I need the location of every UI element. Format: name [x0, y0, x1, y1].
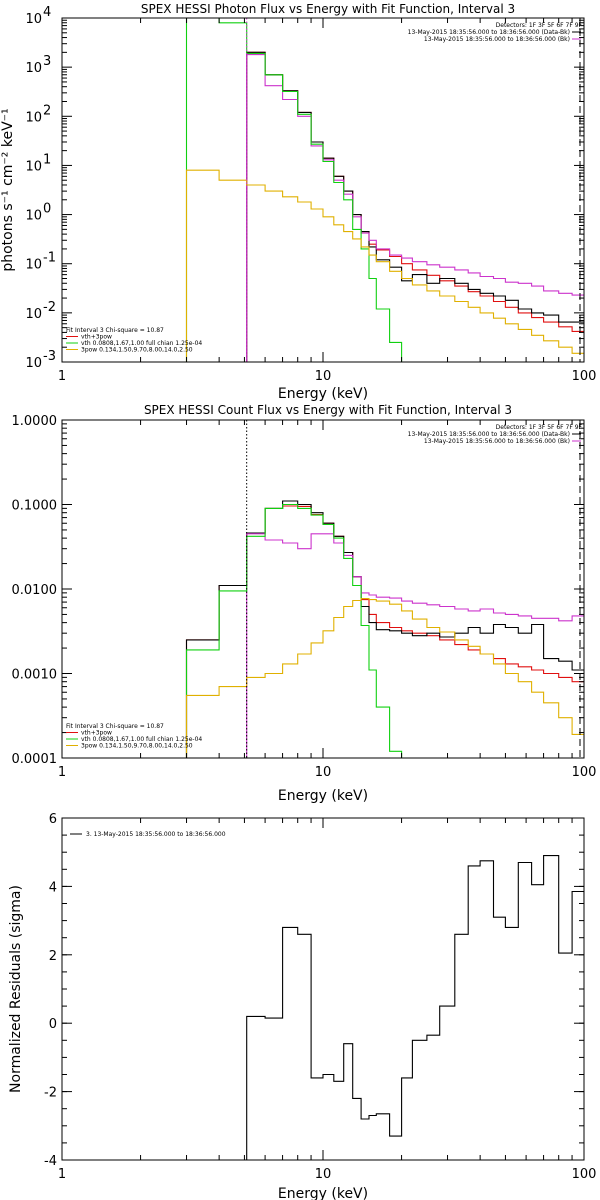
y-tick-label: 6 — [49, 812, 57, 827]
legend-entry: vth+3pow — [81, 730, 112, 737]
y-tick-exponent: 3 — [43, 54, 51, 69]
x-tick-label: 100 — [572, 765, 597, 780]
legend-entry: vth 0.0808,1.67,1.00 full chian 1.25e-04 — [81, 736, 202, 743]
y-axis-label: Normalized Residuals (sigma) — [8, 885, 24, 1093]
series-line-5 — [185, 169, 584, 362]
y-tick-label: 0 — [49, 1017, 57, 1032]
series-line-3 — [246, 54, 584, 362]
y-tick-label: 0.1000 — [12, 499, 58, 514]
y-tick-exponent: -2 — [43, 300, 56, 315]
y-tick-exponent: -3 — [43, 349, 56, 364]
y-tick-label: 10 — [25, 209, 42, 224]
chart-title: SPEX HESSI Count Flux vs Energy with Fit… — [144, 403, 512, 417]
series-line-2 — [185, 500, 584, 758]
y-tick-label: 10 — [25, 61, 42, 76]
series-group — [185, 500, 584, 758]
plot-frame — [61, 419, 585, 759]
x-tick-label: 1 — [58, 369, 66, 384]
x-tick-label: 100 — [572, 1167, 597, 1182]
y-tick-label: 10 — [25, 110, 42, 125]
legend-entry: 13-May-2015 18:35:56.000 to 18:36:56.000… — [408, 29, 570, 36]
chart-panel-3: 1 10 100 -4 -2 0 2 4 6 Energy (keV) Normalized Res… — [8, 812, 596, 1200]
y-tick-label: -4 — [44, 1154, 57, 1169]
x-tick-label: 10 — [315, 1167, 332, 1182]
x-tick-label: 100 — [572, 369, 597, 384]
legend-entry: 13-May-2015 18:35:56.000 to 18:36:56.000… — [408, 431, 570, 438]
x-axis-label: Energy (keV) — [278, 788, 368, 804]
chart-title: SPEX HESSI Photon Flux vs Energy with Fi… — [141, 2, 515, 16]
x-tick-label: 1 — [58, 765, 66, 780]
series-line-4 — [185, 18, 403, 362]
legend-entry: Fit Interval 3 Chi-square = 10.87 — [66, 723, 164, 730]
y-tick-label: 1.0000 — [12, 414, 58, 429]
y-tick-exponent: 2 — [43, 103, 51, 118]
x-tick-label: 10 — [315, 765, 332, 780]
y-tick-label: 10 — [25, 258, 42, 273]
y-tick-label: 0.0100 — [12, 583, 58, 598]
legend-entry: Detectors: 1F 3F 5F 6F 7F 9F — [496, 424, 583, 431]
y-tick-label: 0.0001 — [12, 752, 58, 767]
legend-entry: 13-May-2015 18:35:56.000 to 18:36:56.000… — [424, 36, 570, 43]
series-group — [185, 18, 584, 362]
legend-entry: 3pow 0.134,1.50,9.70,8.00,14.0,2.50 — [81, 347, 193, 354]
y-axis-label: photons s⁻¹ cm⁻² keV⁻¹ — [0, 108, 16, 271]
plot-frame — [61, 817, 585, 1161]
y-tick-exponent: 1 — [43, 152, 51, 167]
series-group — [246, 855, 584, 1160]
legend-entry: vth 0.0808,1.67,1.00 full chian 1.25e-04 — [81, 340, 202, 347]
legend-entry: 13-May-2015 18:35:56.000 to 18:36:56.000… — [424, 438, 570, 445]
y-tick-exponent: -1 — [43, 251, 56, 266]
y-tick-label: 4 — [49, 880, 57, 895]
x-tick-label: 1 — [58, 1167, 66, 1182]
series-line-1 — [185, 505, 584, 758]
series-line-4 — [185, 503, 403, 758]
x-tick-label: 10 — [315, 369, 332, 384]
y-tick-exponent: 0 — [43, 202, 51, 217]
plot-frame — [61, 17, 585, 363]
x-axis-label: Energy (keV) — [278, 386, 368, 402]
y-tick-label: 0.0010 — [12, 668, 58, 683]
y-tick-label: 10 — [25, 356, 42, 371]
series-line-5 — [185, 598, 584, 758]
legend-entry: 3pow 0.134,1.50,9.70,8.00,14.0,2.50 — [81, 743, 193, 750]
x-axis-label: Energy (keV) — [278, 1186, 368, 1200]
legend-entry: Fit Interval 3 Chi-square = 10.87 — [66, 327, 164, 334]
y-tick-label: 10 — [25, 12, 42, 27]
series-line-3 — [246, 533, 584, 758]
y-tick-label: -2 — [44, 1086, 57, 1101]
legend-entry: 3. 13-May-2015 18:35:56.000 to 18:36:56.… — [86, 831, 226, 838]
legend-entry: vth+3pow — [81, 334, 112, 341]
y-tick-exponent: 4 — [43, 5, 51, 20]
y-tick-label: 10 — [25, 159, 42, 174]
legend-entry: Detectors: 1F 3F 5F 6F 7F 9F — [496, 22, 583, 29]
chart-panel-2: 1 10 100 0.0001 0.0010 0.0100 0.1000 1.0000 SPEX… — [12, 403, 597, 804]
series-line-1 — [246, 855, 584, 1160]
y-tick-label: 2 — [49, 949, 57, 964]
y-tick-label: 10 — [25, 307, 42, 322]
